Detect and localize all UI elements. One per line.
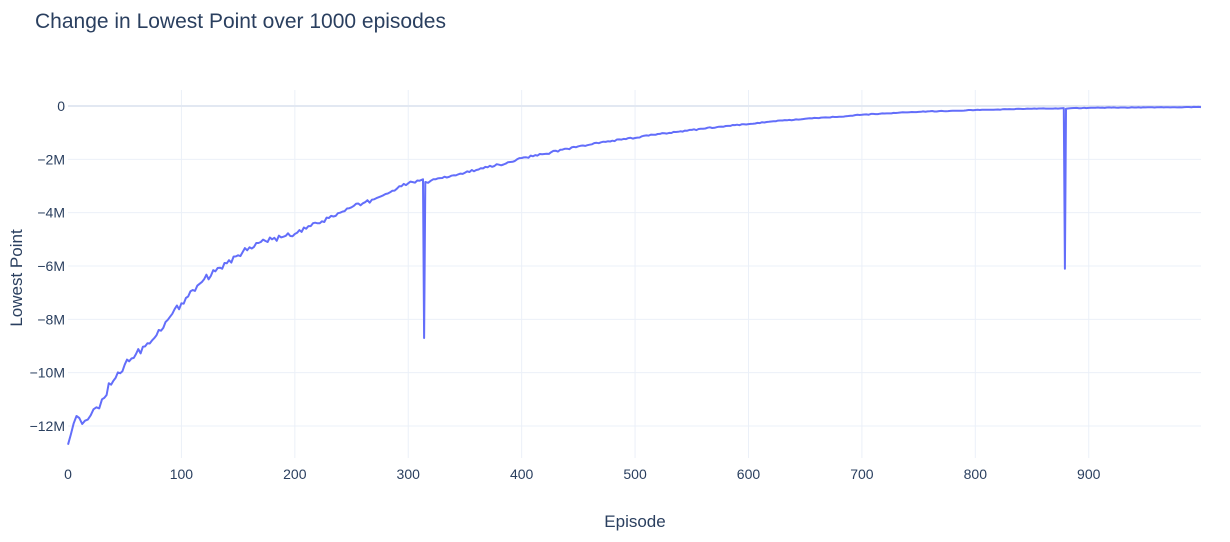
- y-tick-label: −10M: [30, 365, 65, 381]
- series-line: [67, 105, 1202, 445]
- y-tick-label: −4M: [37, 205, 65, 221]
- x-tick-label: 900: [1077, 466, 1101, 482]
- x-tick-label: 600: [737, 466, 761, 482]
- y-tick-label: 0: [57, 98, 65, 114]
- x-tick-label: 100: [170, 466, 194, 482]
- grid-lines: [68, 90, 1201, 458]
- x-tick-label: 700: [850, 466, 874, 482]
- y-axis-title: Lowest Point: [7, 229, 26, 327]
- x-axis-ticks: 0 100 200 300 400 500 600 700 800 900: [64, 466, 1101, 482]
- series-layer: [67, 105, 1202, 445]
- y-tick-label: −6M: [37, 258, 65, 274]
- x-tick-label: 300: [397, 466, 421, 482]
- y-tick-label: −12M: [30, 418, 65, 434]
- y-tick-label: −8M: [37, 311, 65, 327]
- x-tick-label: 800: [964, 466, 988, 482]
- x-tick-label: 0: [64, 466, 72, 482]
- x-tick-label: 500: [623, 466, 647, 482]
- chart-title: Change in Lowest Point over 1000 episode…: [35, 10, 446, 33]
- x-tick-label: 400: [510, 466, 534, 482]
- y-axis-ticks: 0 −2M −4M −6M −8M −10M −12M: [30, 98, 66, 434]
- x-tick-label: 200: [283, 466, 307, 482]
- y-tick-label: −2M: [37, 151, 65, 167]
- x-axis-title: Episode: [604, 512, 665, 531]
